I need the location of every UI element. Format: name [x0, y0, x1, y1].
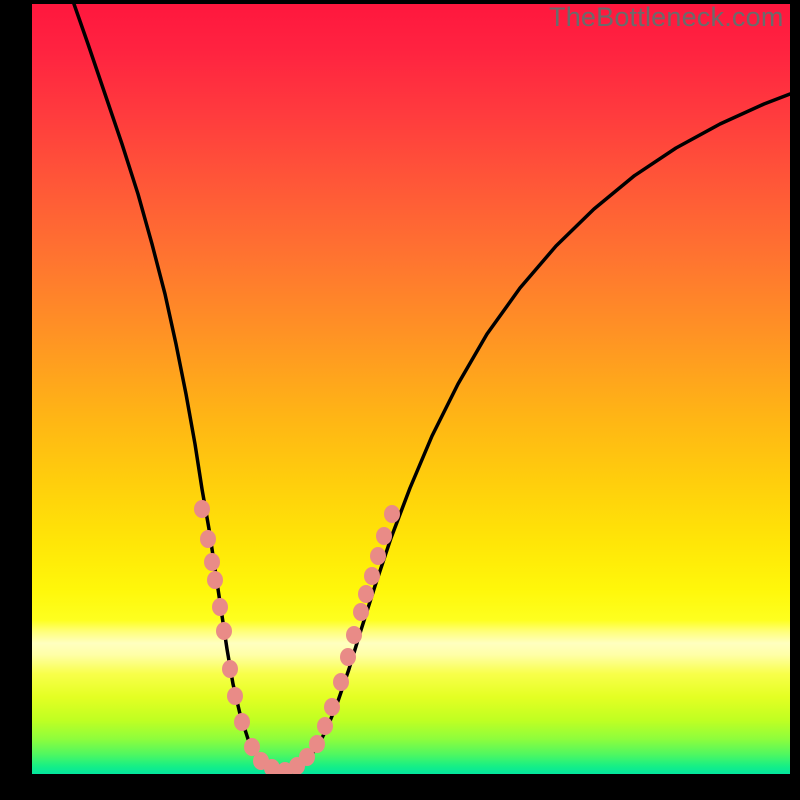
watermark-text: TheBottleneck.com [549, 2, 784, 33]
data-dot [384, 505, 400, 523]
data-dot [234, 713, 250, 731]
data-dot [364, 567, 380, 585]
data-dot [333, 673, 349, 691]
data-dot [194, 500, 210, 518]
chart-svg [32, 4, 790, 774]
v-curve [74, 4, 790, 771]
data-dot [346, 626, 362, 644]
data-dot [207, 571, 223, 589]
plot-area [32, 4, 790, 774]
data-dot [204, 553, 220, 571]
data-dot [216, 622, 232, 640]
data-dot [358, 585, 374, 603]
data-dot [227, 687, 243, 705]
data-dot [340, 648, 356, 666]
data-dot [317, 717, 333, 735]
data-dot [376, 527, 392, 545]
data-dot [353, 603, 369, 621]
data-dot [212, 598, 228, 616]
data-dot [370, 547, 386, 565]
data-dot [222, 660, 238, 678]
data-dot [309, 735, 325, 753]
data-dots [194, 500, 400, 774]
data-dot [200, 530, 216, 548]
data-dot [324, 698, 340, 716]
